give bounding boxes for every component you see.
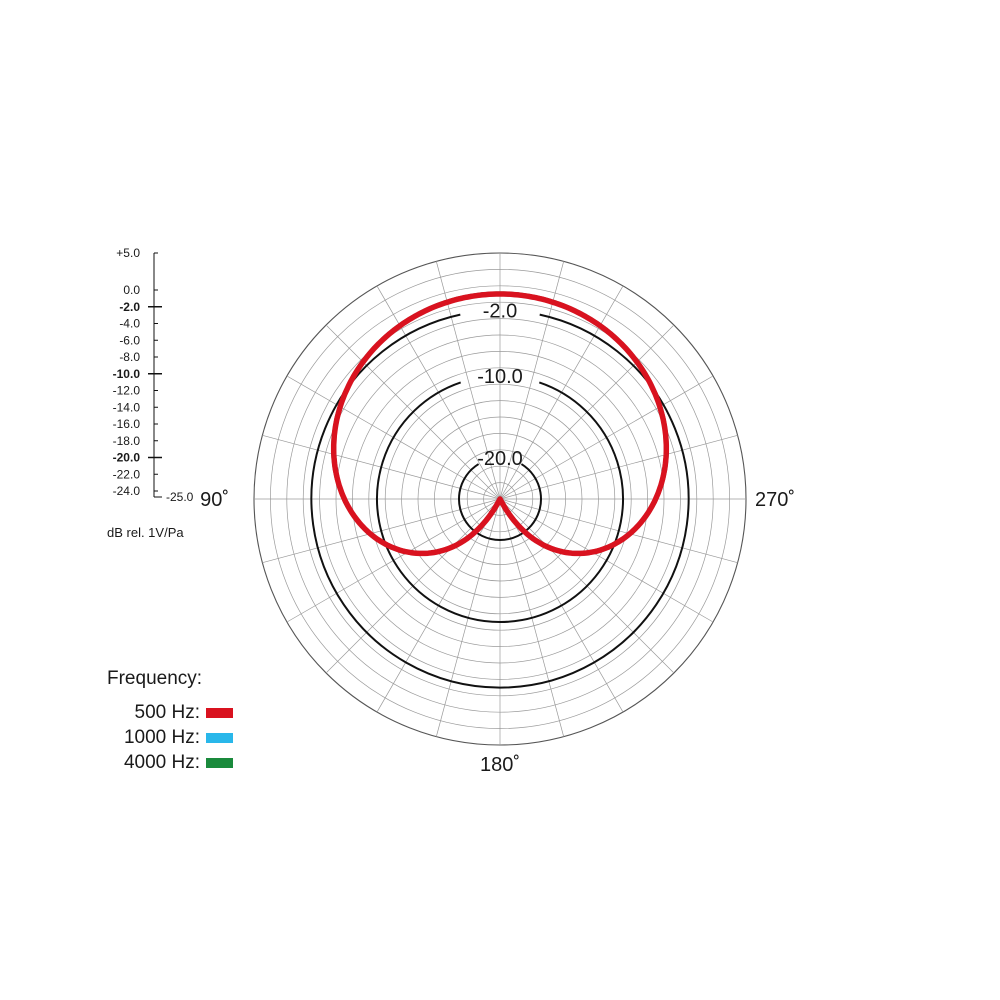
angle-label-270: 270˚ [755,489,795,511]
scale-tick-label: -14.0 [113,400,141,414]
angle-label-180: 180˚ [480,754,520,776]
ring-label: -10.0 [477,366,523,388]
scale-tick-label: -4.0 [119,317,140,331]
ring-labels: -2.0 -10.0 -20.0 [477,300,523,470]
scale-tick-label: -20.0 [113,451,141,465]
legend-item-4000: 4000 Hz: [80,751,233,775]
legend-label: 1000 Hz: [123,727,200,748]
legend-item-500: 500 Hz: [80,701,233,725]
scale-unit-label: dB rel. 1V/Pa [107,525,184,540]
curve-500hz [330,291,670,557]
legend-title: Frequency: [107,668,203,689]
scale-tick-label: -12.0 [113,384,141,398]
response-curves [330,291,670,557]
legend-label: 500 Hz: [134,702,200,723]
angle-label-90: 90˚ [200,489,229,511]
scale-tick-label: 0.0 [123,283,140,297]
scale-tick-label: +5.0 [116,246,140,260]
legend-item-1000: 1000 Hz: [80,726,233,750]
scale-tick-label: -22.0 [113,467,141,481]
reference-ring [376,381,624,623]
scale-tick-label: -6.0 [119,333,140,347]
db-scale: +5.0 0.0 -2.0 -4.0 -6.0 -8.0 -10.0 -12.0 -14.0 -1… [113,246,194,504]
legend-label: 4000 Hz: [123,752,200,773]
reference-ring [310,313,690,689]
scale-tick-label: -24.0 [113,484,141,498]
scale-tick-label: -2.0 [119,300,140,314]
reference-ring [458,463,542,541]
scale-tick-label: -16.0 [113,417,141,431]
legend-swatch-red [206,708,233,718]
legend-swatch-green [206,758,233,768]
scale-tick-label: -10.0 [113,367,141,381]
polar-grid [253,252,747,746]
ring-label: -2.0 [483,300,517,322]
scale-end-label: -25.0 [166,490,194,504]
reference-rings [310,313,690,689]
legend-swatch-blue [206,733,233,743]
scale-tick-label: -8.0 [119,350,140,364]
scale-tick-label: -18.0 [113,434,141,448]
ring-label: -20.0 [477,448,523,470]
